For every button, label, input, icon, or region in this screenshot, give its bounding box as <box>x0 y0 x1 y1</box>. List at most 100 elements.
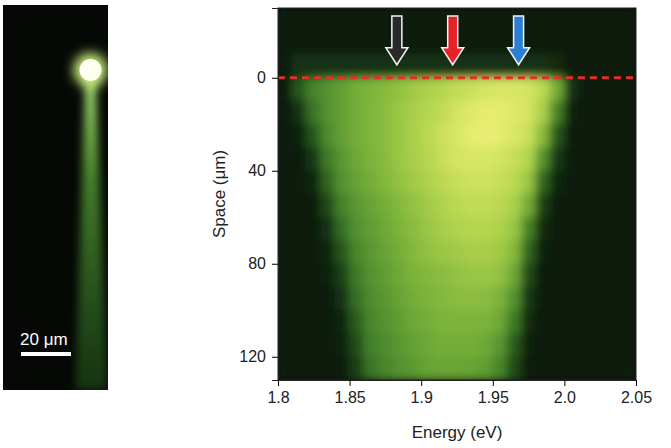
heatmap-cell <box>550 170 565 194</box>
x-axis-title: Energy (eV) <box>412 423 503 442</box>
heatmap-cell <box>278 77 293 101</box>
emission-streak <box>76 70 108 390</box>
heatmap-cell <box>593 333 608 357</box>
heatmap-cell <box>335 170 350 194</box>
heatmap-cell <box>406 101 421 125</box>
heatmap-cell <box>421 333 436 357</box>
heatmap-cell <box>363 240 378 264</box>
heatmap-cell <box>564 124 579 148</box>
heatmap-cell <box>621 31 636 55</box>
heatmap-cell <box>392 147 407 171</box>
heatmap-cell <box>535 54 550 78</box>
heatmap-cell <box>421 356 436 380</box>
heatmap-cell <box>320 263 335 287</box>
heatmap-cell <box>278 287 293 311</box>
heatmap-cell <box>292 194 307 218</box>
heatmap-cell <box>507 240 522 264</box>
heatmap-cell <box>335 8 350 32</box>
heatmap-cell <box>521 101 536 125</box>
heatmap-cell <box>392 217 407 241</box>
x-axis-line <box>279 381 637 387</box>
heatmap-cell <box>335 124 350 148</box>
heatmap-cell <box>349 54 364 78</box>
heatmap-cell <box>621 356 636 380</box>
heatmap-cell <box>292 31 307 55</box>
x-tick-label: 1.9 <box>411 389 433 406</box>
heatmap-cell <box>550 310 565 334</box>
heatmap-cell <box>478 101 493 125</box>
heatmap-cell <box>621 287 636 311</box>
heatmap-cell <box>464 54 479 78</box>
heatmap-cell <box>564 31 579 55</box>
heatmap-cell <box>363 8 378 32</box>
heatmap-cell <box>406 310 421 334</box>
heatmap-cell <box>593 101 608 125</box>
heatmap-cell <box>478 356 493 380</box>
heatmap-cell <box>320 101 335 125</box>
x-axis: 1.81.851.91.952.02.05 <box>267 380 652 406</box>
x-tick-label: 2.05 <box>621 389 652 406</box>
heatmap-cell <box>349 240 364 264</box>
heatmap-cell <box>464 77 479 101</box>
y-tick: 120 <box>239 348 278 365</box>
y-axis-line <box>272 9 279 381</box>
heatmap-cell <box>378 170 393 194</box>
bright-spot <box>80 59 102 81</box>
heatmap-cell <box>621 8 636 32</box>
heatmap-cell <box>406 124 421 148</box>
heatmap-cell <box>421 124 436 148</box>
y-tick: 40 <box>248 162 278 179</box>
spot-glow <box>74 53 108 87</box>
x-tick: 2.05 <box>621 380 652 406</box>
heatmap-cell <box>578 124 593 148</box>
heatmap-cell <box>292 287 307 311</box>
heatmap-cell <box>349 101 364 125</box>
heatmap-cell <box>621 217 636 241</box>
heatmap-cell <box>621 194 636 218</box>
heatmap-cell <box>421 194 436 218</box>
heatmap-cell <box>363 263 378 287</box>
heatmap-cell <box>535 333 550 357</box>
heatmap-cell <box>607 287 622 311</box>
heatmap-cell <box>320 194 335 218</box>
heatmap-cell <box>507 147 522 171</box>
heatmap-cell <box>349 77 364 101</box>
heatmap-cell <box>464 263 479 287</box>
heatmap-cell <box>320 240 335 264</box>
heatmap-cell <box>406 31 421 55</box>
heatmap-cell <box>564 263 579 287</box>
heatmap-cell <box>507 124 522 148</box>
heatmap-cell <box>535 263 550 287</box>
energy-arrow <box>386 16 408 65</box>
heatmap-cell <box>363 77 378 101</box>
heatmap-cell <box>607 77 622 101</box>
heatmap-cell <box>421 54 436 78</box>
heatmap-cell <box>363 333 378 357</box>
heatmap-cell <box>306 356 321 380</box>
x-tick-label: 1.95 <box>478 389 509 406</box>
heatmap-cell <box>492 240 507 264</box>
heatmap-cell <box>406 333 421 357</box>
heatmap-cell <box>550 31 565 55</box>
heatmap-cell <box>464 8 479 32</box>
energy-arrow <box>442 16 464 65</box>
heatmap-cell <box>478 287 493 311</box>
heatmap-cell <box>378 8 393 32</box>
heatmap-cell <box>349 147 364 171</box>
heatmap-cell <box>464 217 479 241</box>
heatmap-cell <box>578 287 593 311</box>
heatmap-cell <box>278 170 293 194</box>
x-tick: 1.9 <box>411 380 433 406</box>
heatmap-cell <box>392 356 407 380</box>
heatmap-cell <box>550 240 565 264</box>
heatmap-cell <box>406 263 421 287</box>
heatmap-cell <box>550 263 565 287</box>
heatmap-cell <box>564 194 579 218</box>
heatmap-cell <box>335 77 350 101</box>
heatmap-cell <box>449 240 464 264</box>
heatmap-cell <box>478 31 493 55</box>
heatmap-cell <box>478 263 493 287</box>
heatmap-cell <box>435 101 450 125</box>
heatmap-cell <box>421 101 436 125</box>
heatmap-cell <box>492 356 507 380</box>
